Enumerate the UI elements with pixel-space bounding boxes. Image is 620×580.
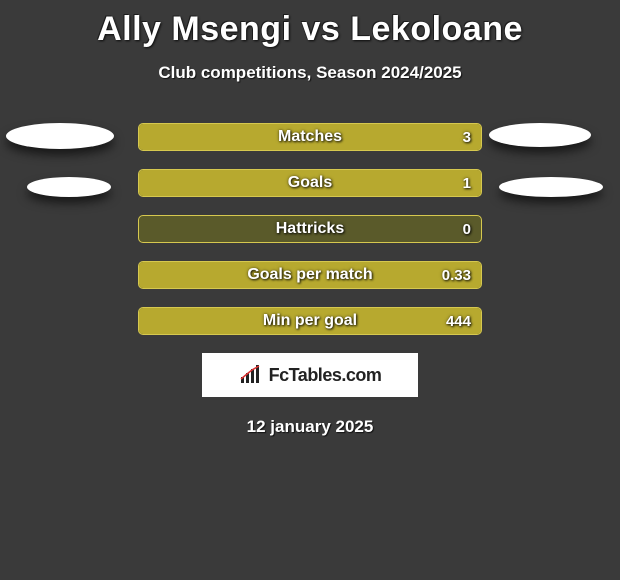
stat-label: Goals per match — [139, 262, 481, 288]
player-photo-right-1 — [489, 123, 591, 147]
stat-label: Hattricks — [139, 216, 481, 242]
stat-row-min-per-goal: Min per goal 444 — [138, 307, 482, 335]
source-logo-text: FcTables.com — [269, 365, 382, 386]
comparison-content: Matches 3 Goals 1 Hattricks 0 Goals per … — [0, 123, 620, 437]
source-logo: FcTables.com — [202, 353, 418, 397]
comparison-subtitle: Club competitions, Season 2024/2025 — [0, 63, 620, 83]
player-photo-left-1 — [6, 123, 114, 149]
stat-value: 1 — [463, 170, 471, 196]
stat-value: 0 — [463, 216, 471, 242]
stat-label: Min per goal — [139, 308, 481, 334]
stat-value: 0.33 — [442, 262, 471, 288]
snapshot-date: 12 january 2025 — [0, 417, 620, 437]
stat-row-matches: Matches 3 — [138, 123, 482, 151]
stat-row-hattricks: Hattricks 0 — [138, 215, 482, 243]
comparison-title: Ally Msengi vs Lekoloane — [0, 0, 620, 49]
stat-value: 3 — [463, 124, 471, 150]
stat-row-goals: Goals 1 — [138, 169, 482, 197]
player-photo-right-2 — [499, 177, 603, 197]
stat-label: Goals — [139, 170, 481, 196]
player-photo-left-2 — [27, 177, 111, 197]
stat-row-goals-per-match: Goals per match 0.33 — [138, 261, 482, 289]
chart-icon — [239, 365, 263, 385]
stat-value: 444 — [446, 308, 471, 334]
stat-label: Matches — [139, 124, 481, 150]
